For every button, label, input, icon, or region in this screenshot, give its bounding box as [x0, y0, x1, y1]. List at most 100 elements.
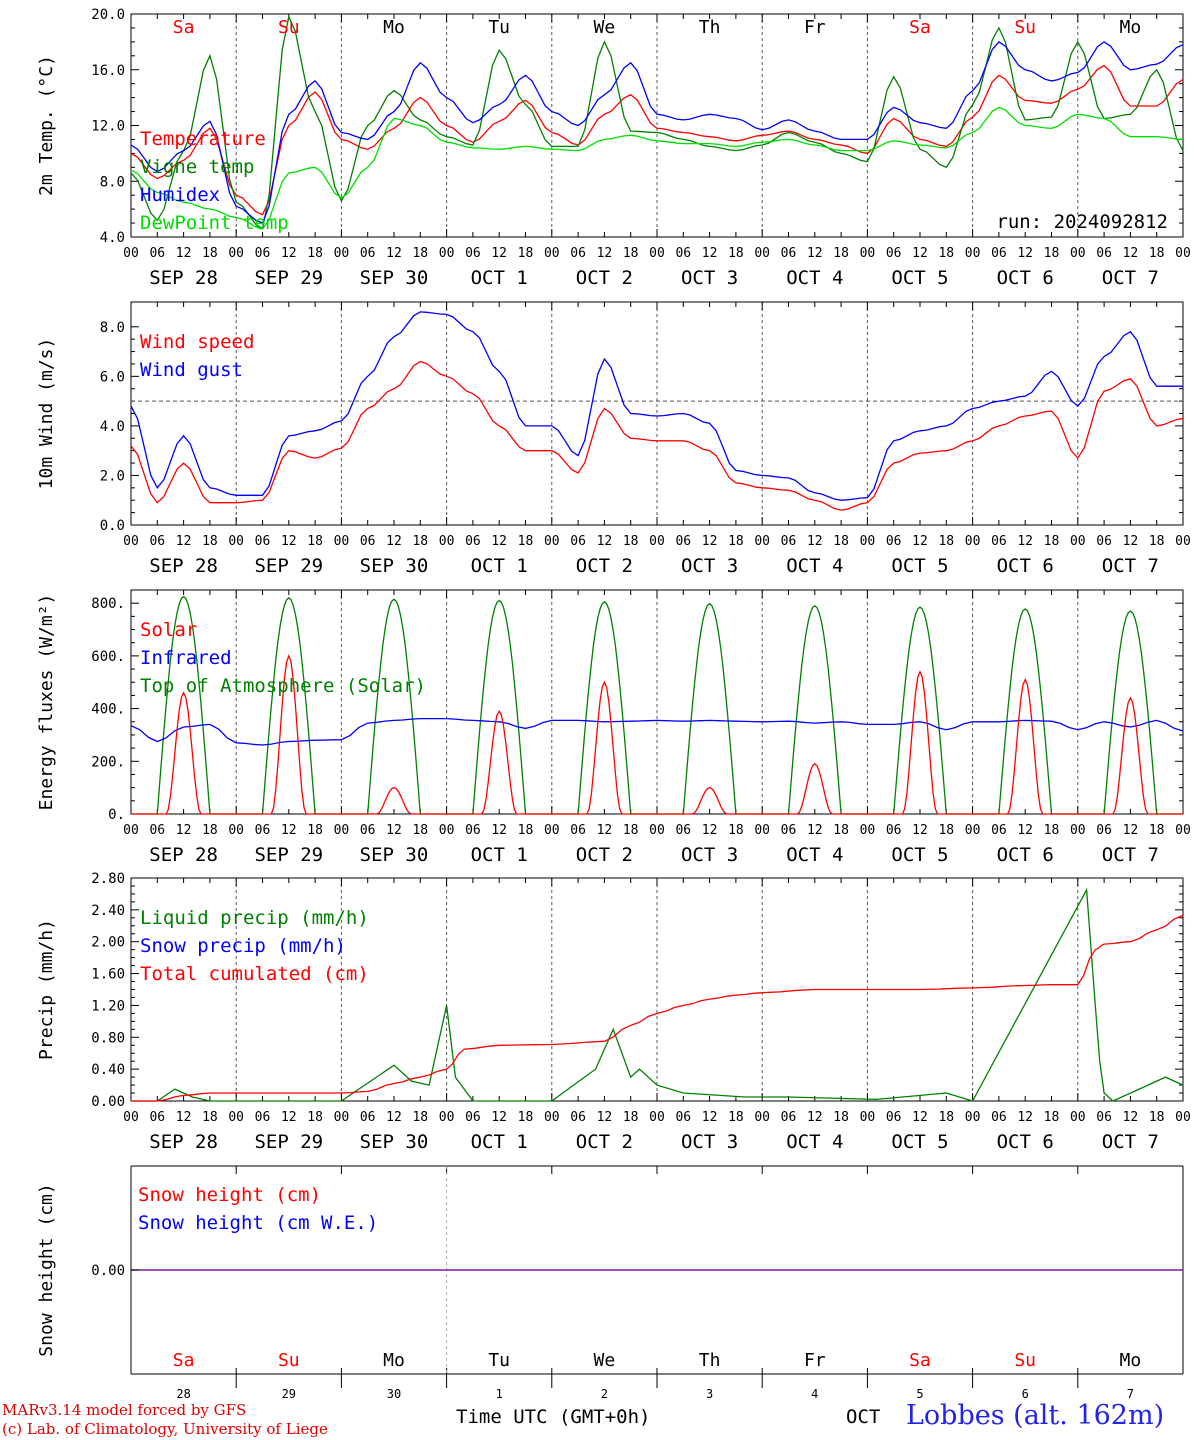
date-label: SEP 30: [360, 267, 429, 289]
hour-label: 00: [439, 1110, 455, 1125]
date-label: OCT 5: [891, 1131, 948, 1153]
hour-label: 18: [307, 246, 323, 261]
legend-entry: Top of Atmosphere (Solar): [140, 675, 426, 697]
day-number: 4: [811, 1387, 818, 1401]
day-label: Mo: [383, 1350, 405, 1371]
hour-label: 00: [965, 823, 981, 838]
date-label: OCT 6: [997, 555, 1054, 577]
day-number: 2: [601, 1387, 608, 1401]
hour-label: 00: [123, 534, 139, 549]
hour-label: 00: [334, 1110, 350, 1125]
hour-label: 12: [807, 534, 823, 549]
hour-label: 18: [833, 1110, 849, 1125]
hour-label: 18: [1149, 246, 1165, 261]
series-line: [130, 360, 1184, 511]
date-label: SEP 29: [254, 555, 323, 577]
date-label: SEP 30: [360, 844, 429, 866]
hour-label: 06: [255, 1110, 271, 1125]
hour-label: 00: [544, 246, 560, 261]
hour-label: 12: [1017, 1110, 1033, 1125]
y-tick-label: 0.00: [91, 1094, 125, 1110]
hour-label: 00: [1070, 534, 1086, 549]
hour-label: 00: [965, 1110, 981, 1125]
hour-label: 00: [544, 823, 560, 838]
hour-label: 00: [228, 823, 244, 838]
hour-label: 18: [412, 534, 428, 549]
y-tick-label: 2.80: [91, 871, 125, 887]
hour-label: 00: [1175, 1110, 1191, 1125]
hour-label: 06: [675, 823, 691, 838]
hour-label: 00: [1070, 246, 1086, 261]
date-label: OCT 3: [681, 267, 738, 289]
hour-label: 12: [597, 1110, 613, 1125]
hour-label: 06: [255, 534, 271, 549]
hour-label: 00: [334, 246, 350, 261]
date-label: SEP 29: [254, 844, 323, 866]
hour-label: 06: [675, 534, 691, 549]
series-line: [130, 717, 1184, 746]
y-tick-label: 1.20: [91, 998, 125, 1014]
day-label: Mo: [1120, 1350, 1142, 1371]
hour-label: 06: [781, 823, 797, 838]
hour-label: 12: [176, 246, 192, 261]
hour-label: 00: [334, 823, 350, 838]
legend-entry: Total cumulated (cm): [140, 963, 369, 985]
hour-label: 12: [702, 1110, 718, 1125]
hour-label: 12: [1123, 1110, 1139, 1125]
hour-label: 06: [570, 534, 586, 549]
hour-label: 00: [123, 1110, 139, 1125]
hour-label: 12: [702, 534, 718, 549]
hour-label: 00: [860, 534, 876, 549]
hour-label: 18: [728, 246, 744, 261]
hour-label: 06: [570, 823, 586, 838]
hour-label: 12: [597, 246, 613, 261]
day-number: 3: [706, 1387, 713, 1401]
hour-label: 12: [281, 823, 297, 838]
hour-label: 06: [1096, 1110, 1112, 1125]
series-line: [131, 914, 1184, 1102]
hour-label: 06: [1096, 534, 1112, 549]
credit-line-1: MARv3.14 model forced by GFS: [2, 1401, 247, 1419]
hour-label: 00: [965, 534, 981, 549]
hour-label: 12: [281, 246, 297, 261]
hour-label: 12: [491, 1110, 507, 1125]
day-number: 30: [387, 1387, 401, 1401]
hour-label: 18: [518, 1110, 534, 1125]
hour-label: 18: [728, 1110, 744, 1125]
hour-label: 00: [228, 246, 244, 261]
day-label: Tu: [488, 17, 510, 38]
date-label: OCT 1: [471, 1131, 528, 1153]
hour-label: 18: [938, 534, 954, 549]
hour-label: 06: [360, 246, 376, 261]
hour-label: 12: [597, 823, 613, 838]
hour-label: 12: [281, 1110, 297, 1125]
date-label: OCT 4: [786, 267, 843, 289]
hour-label: 12: [912, 246, 928, 261]
legend-entry: Infrared: [140, 647, 232, 669]
legend-entry: Snow height (cm W.E.): [138, 1212, 378, 1234]
hour-label: 18: [938, 1110, 954, 1125]
hour-label: 06: [886, 1110, 902, 1125]
hour-label: 18: [202, 1110, 218, 1125]
date-label: OCT 7: [1102, 844, 1159, 866]
day-number: 6: [1022, 1387, 1029, 1401]
legend-entry: Humidex: [140, 184, 220, 206]
y-tick-label: 8.0: [100, 320, 125, 336]
hour-label: 06: [781, 246, 797, 261]
hour-label: 12: [491, 246, 507, 261]
date-label: SEP 30: [360, 555, 429, 577]
y-tick-label: 800.: [91, 596, 125, 612]
hour-label: 12: [1123, 534, 1139, 549]
hour-label: 06: [1096, 823, 1112, 838]
hour-label: 12: [386, 823, 402, 838]
hour-label: 00: [228, 1110, 244, 1125]
hour-label: 06: [781, 1110, 797, 1125]
credit-line-2: (c) Lab. of Climatology, University of L…: [2, 1420, 328, 1438]
y-tick-label: 20.0: [91, 7, 125, 23]
hour-label: 00: [860, 246, 876, 261]
hour-label: 00: [544, 534, 560, 549]
hour-label: 12: [1017, 534, 1033, 549]
hour-label: 06: [991, 534, 1007, 549]
legend-entry: Liquid precip (mm/h): [140, 907, 369, 929]
series-line: [130, 14, 1184, 230]
